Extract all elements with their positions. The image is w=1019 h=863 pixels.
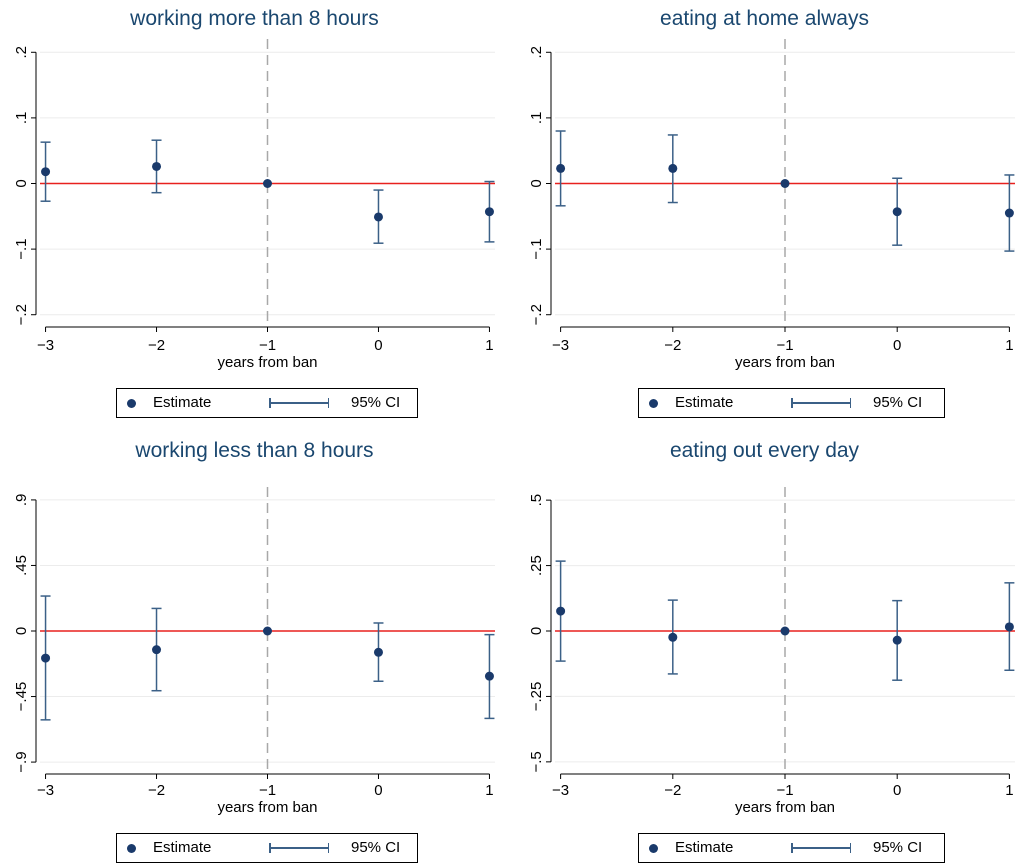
x-tick-label: −3 <box>37 337 54 354</box>
x-tick-label: −3 <box>37 782 54 799</box>
legend-ci-marker <box>791 398 851 408</box>
panel-title: working more than 8 hours <box>130 7 379 30</box>
x-tick-label: 0 <box>374 337 382 354</box>
y-tick-label: .25 <box>528 555 545 576</box>
legend-ci-marker <box>269 398 329 408</box>
x-tick-label: 1 <box>485 337 493 354</box>
plot-area: −.2 −.1 0 .1 .2 −3 −2 −1 0 1 years from ban <box>528 39 1015 371</box>
panel-title: eating at home always <box>660 7 869 30</box>
legend-estimate-marker <box>127 844 136 853</box>
x-tick-label: −2 <box>664 782 681 799</box>
panel-eating-out-every-day: eating out every day −.5 −.25 0 .25 .5 −3 −2 −1… <box>510 432 1019 863</box>
y-tick-label: 0 <box>528 627 545 635</box>
x-tick-label: 1 <box>1005 782 1013 799</box>
y-tick-label: −.1 <box>528 238 545 259</box>
y-tick-label: −.9 <box>13 751 30 772</box>
x-tick-label: 1 <box>485 782 493 799</box>
x-tick-label: −1 <box>776 337 793 354</box>
y-tick-label: −.45 <box>13 682 30 712</box>
estimate-point <box>556 163 566 173</box>
y-tick-label: −.1 <box>13 238 30 259</box>
estimate-point <box>1004 622 1014 632</box>
y-tick-label: .5 <box>528 494 545 507</box>
y-tick-label: 0 <box>528 179 545 187</box>
legend-estimate-label: Estimate <box>675 839 734 856</box>
estimate-point <box>373 212 383 222</box>
estimate-point <box>484 671 494 681</box>
plot-area: −.2 −.1 0 .1 .2 −3 −2 −1 0 1 years from ban <box>13 39 495 371</box>
legend-ci-label: 95% CI <box>873 839 923 856</box>
legend: Estimate 95% CI <box>116 388 418 418</box>
legend-ci-label: 95% CI <box>873 394 923 411</box>
y-tick-label: .9 <box>13 494 30 507</box>
legend-estimate-label: Estimate <box>153 394 212 411</box>
legend-estimate-marker <box>649 844 658 853</box>
estimate-point <box>152 161 162 171</box>
y-tick-label: .1 <box>528 112 545 125</box>
y-tick-label: 0 <box>13 179 30 187</box>
estimate-point <box>668 632 678 642</box>
estimate-point <box>484 207 494 217</box>
estimate-point <box>780 179 790 188</box>
legend-ci-marker <box>269 843 329 853</box>
y-tick-label: −.5 <box>528 751 545 772</box>
y-tick-label: .1 <box>13 112 30 125</box>
panel-working-more-than-8-hours: working more than 8 hours −.2 −.1 0.1.2 −3−… <box>0 0 509 431</box>
estimate-point <box>41 653 51 663</box>
plot-area: −.5 −.25 0 .25 .5 −3 −2 −1 0 1 years from ban <box>528 487 1015 816</box>
legend-ci-label: 95% CI <box>351 839 401 856</box>
y-tick-label: .2 <box>528 46 545 59</box>
x-tick-label: 0 <box>893 337 901 354</box>
estimate-point <box>373 647 383 657</box>
x-tick-label: −1 <box>259 337 276 354</box>
x-tick-label: −2 <box>664 337 681 354</box>
y-tick-label: .2 <box>13 46 30 59</box>
y-tick-label: .45 <box>13 555 30 576</box>
estimate-point <box>263 179 272 188</box>
legend-estimate-label: Estimate <box>675 394 734 411</box>
x-tick-label: 1 <box>1005 337 1013 354</box>
estimate-point <box>668 163 678 173</box>
x-axis-label: years from ban <box>217 354 317 371</box>
panel-title: working less than 8 hours <box>135 439 374 462</box>
estimate-point <box>41 167 51 177</box>
x-tick-label: −3 <box>552 337 569 354</box>
panel-title: eating out every day <box>669 439 860 462</box>
y-tick-label: 0 <box>13 627 30 635</box>
legend-estimate-marker <box>649 399 658 408</box>
legend: Estimate 95% CI <box>638 833 945 863</box>
estimate-point <box>556 606 566 616</box>
estimate-point <box>780 626 790 636</box>
legend: Estimate 95% CI <box>116 833 418 863</box>
x-axis-label: years from ban <box>217 799 317 816</box>
legend-estimate-label: Estimate <box>153 839 212 856</box>
panel-eating-at-home-always: eating at home always −.2 −.1 0 .1 .2 −3 −2 −1 0… <box>510 0 1019 431</box>
x-axis-label: years from ban <box>735 354 835 371</box>
x-tick-label: 0 <box>893 782 901 799</box>
x-tick-label: −2 <box>148 782 165 799</box>
estimate-point <box>892 635 902 645</box>
estimate-point <box>263 626 272 636</box>
x-tick-label: 0 <box>374 782 382 799</box>
legend-estimate-marker <box>127 399 136 408</box>
y-tick-label: −.25 <box>528 682 545 712</box>
estimate-point <box>892 207 902 217</box>
legend-ci-marker <box>791 843 851 853</box>
plot-area: −.9 −.45 0 .45 .9 −3 −2 −1 0 1 years from ban <box>13 487 495 816</box>
x-tick-label: −1 <box>776 782 793 799</box>
estimate-point <box>152 645 162 655</box>
x-tick-label: −2 <box>148 337 165 354</box>
estimate-point <box>1004 208 1014 218</box>
y-tick-label: −.2 <box>528 304 545 325</box>
panel-working-less-than-8-hours: working less than 8 hours −.9 −.45 0.45.9−… <box>0 432 509 863</box>
x-axis-label: years from ban <box>735 799 835 816</box>
x-tick-label: −3 <box>552 782 569 799</box>
legend: Estimate 95% CI <box>638 388 945 418</box>
x-tick-label: −1 <box>259 782 276 799</box>
y-tick-label: −.2 <box>13 304 30 325</box>
legend-ci-label: 95% CI <box>351 394 401 411</box>
